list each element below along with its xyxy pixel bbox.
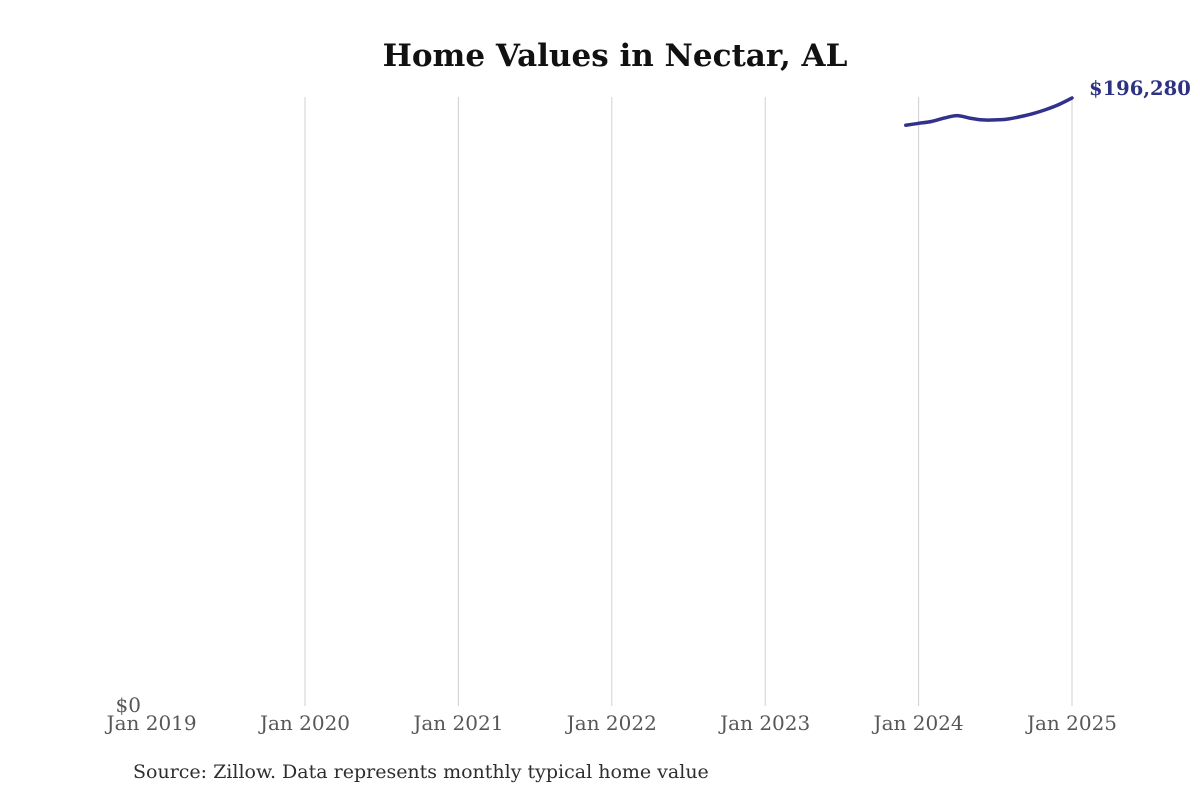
source-note: Source: Zillow. Data represents monthly … <box>133 761 709 783</box>
y-tick-label: $0 <box>116 693 141 717</box>
x-tick-label: Jan 2019 <box>105 711 197 735</box>
x-tick-label: Jan 2022 <box>565 711 657 735</box>
x-tick-label: Jan 2021 <box>411 711 503 735</box>
end-value-label: $196,280 <box>1089 77 1191 100</box>
x-tick-label: Jan 2024 <box>872 711 964 735</box>
chart-title: Home Values in Nectar, AL <box>382 38 848 74</box>
x-tick-label: Jan 2020 <box>258 711 350 735</box>
x-tick-label: Jan 2025 <box>1025 711 1117 735</box>
x-tick-label: Jan 2023 <box>718 711 810 735</box>
home-value-line <box>904 96 1074 127</box>
